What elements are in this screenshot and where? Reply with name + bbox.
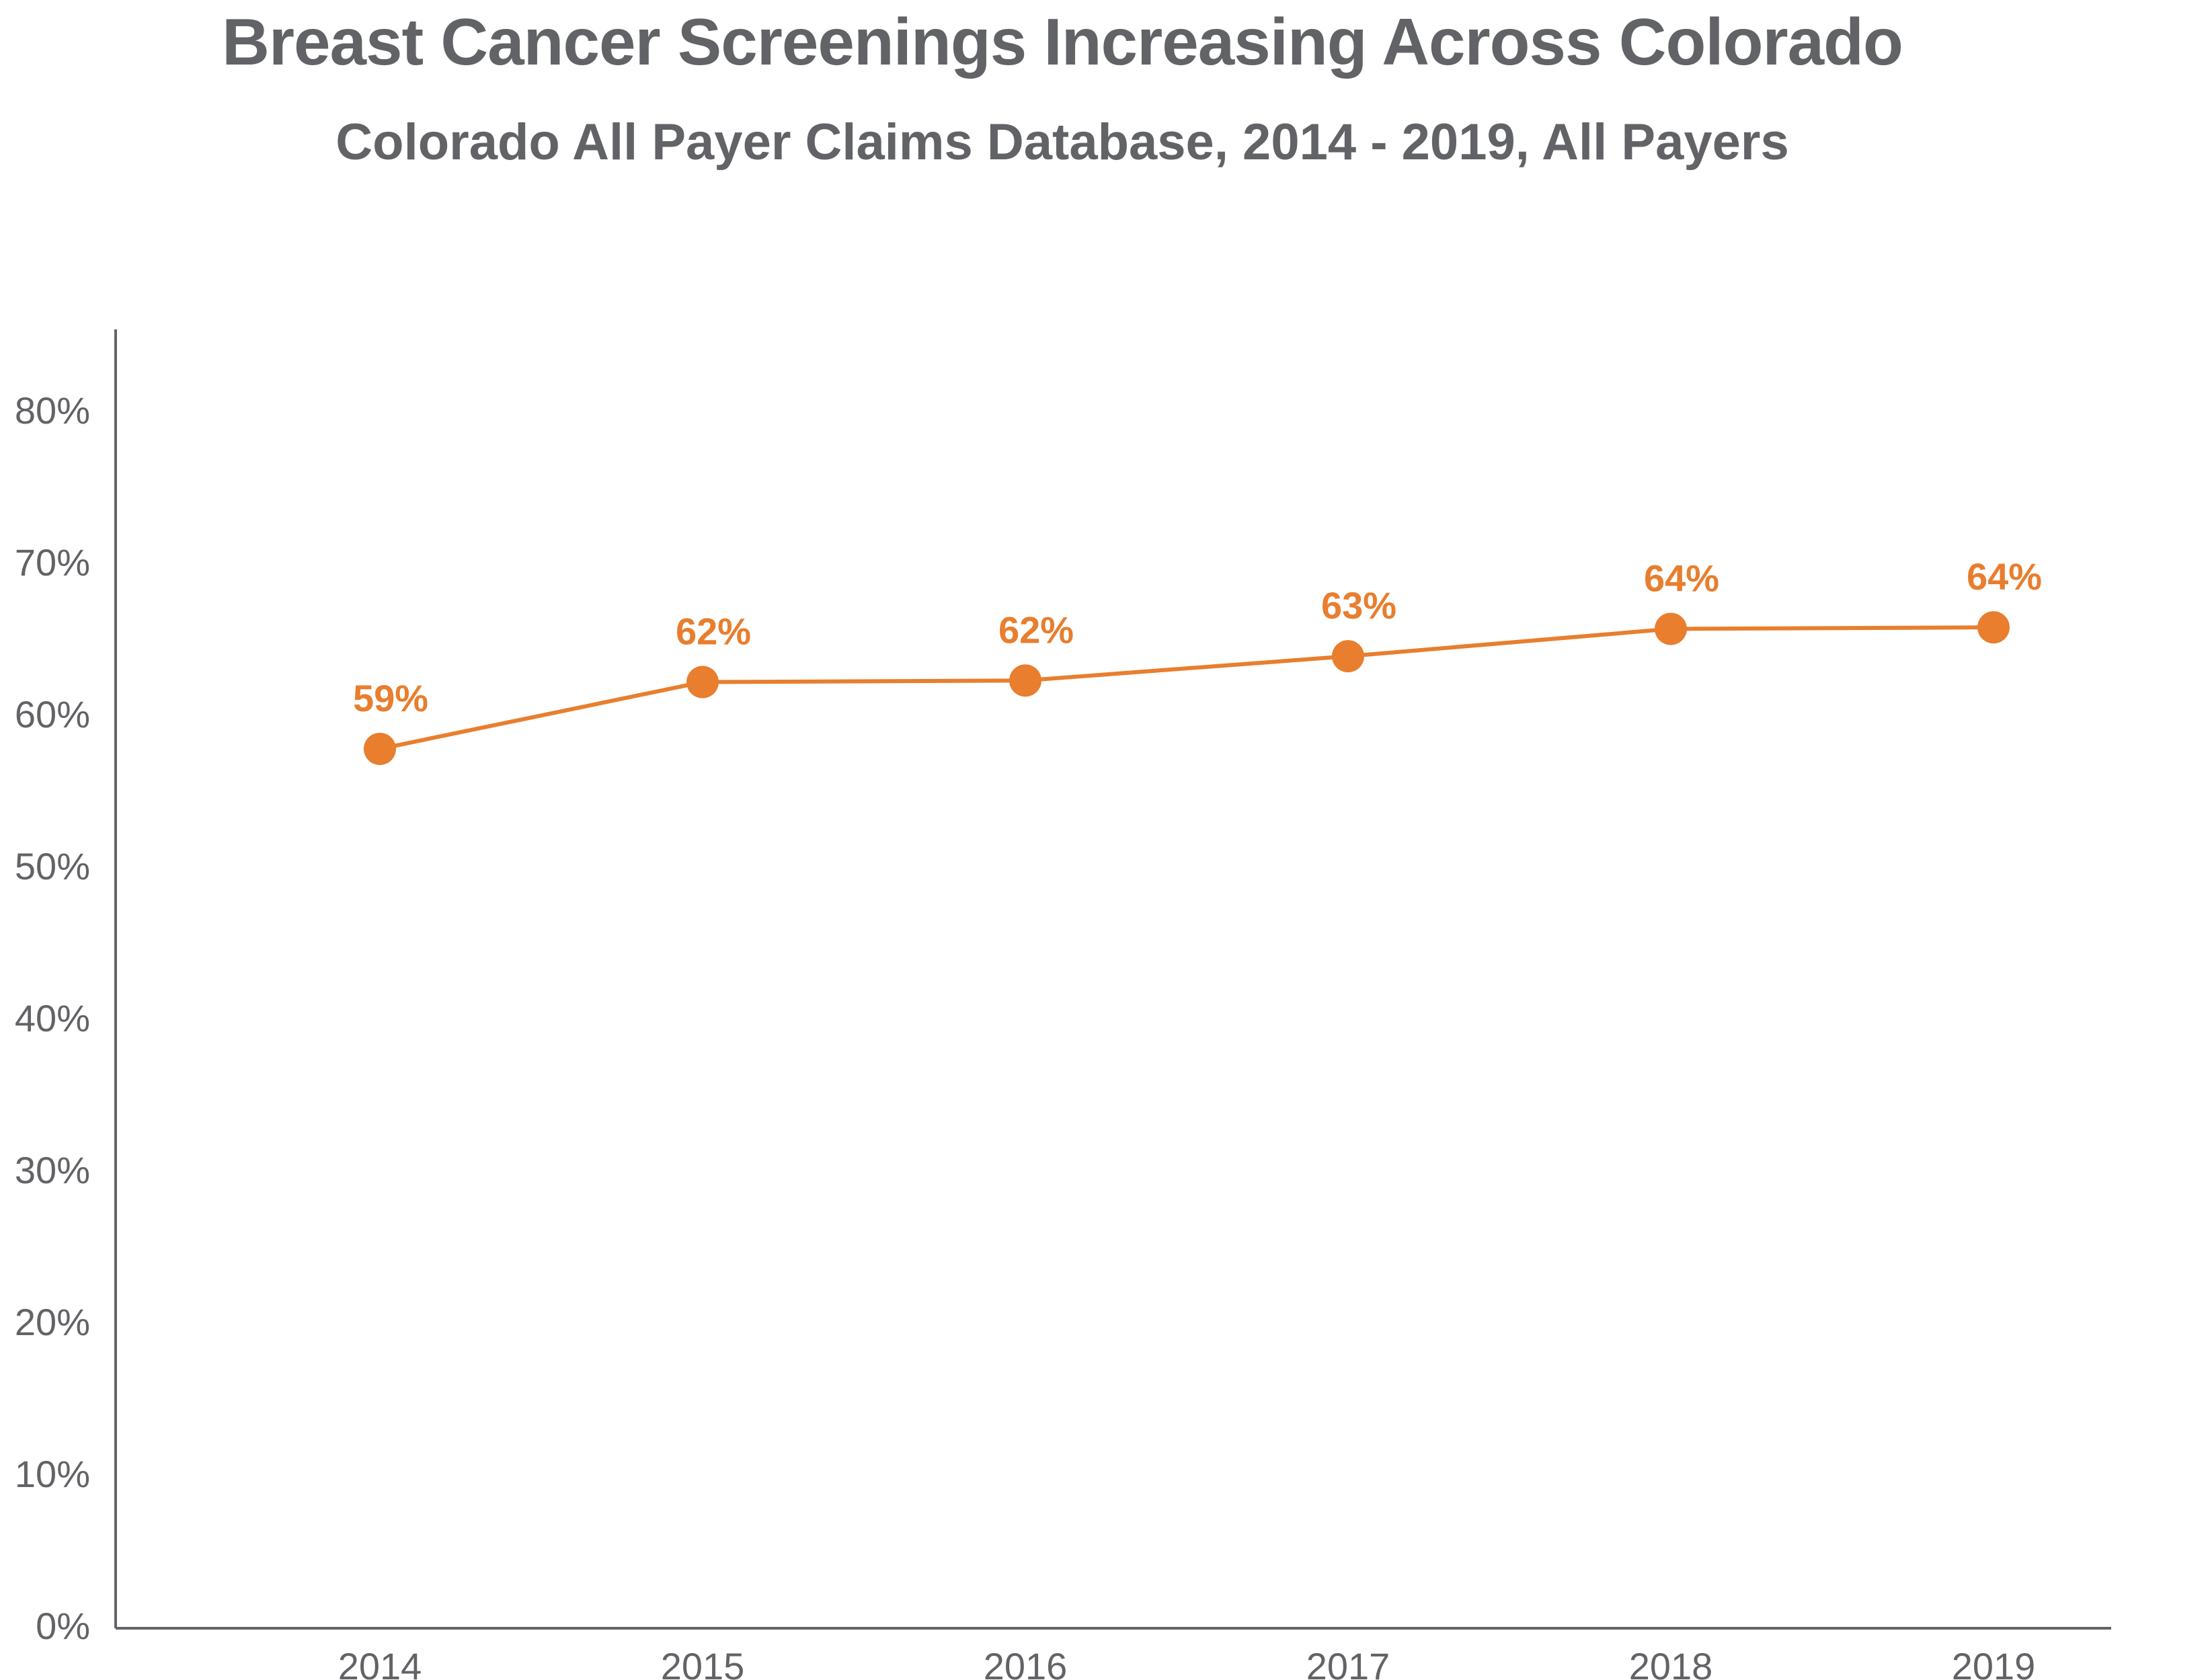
y-tick-label: 60% xyxy=(15,693,90,735)
axes xyxy=(114,329,2111,1630)
chart-subtitle: Colorado All Payer Claims Database, 2014… xyxy=(336,114,1789,171)
x-tick-label: 2019 xyxy=(1952,1645,2036,1680)
y-tick-label: 30% xyxy=(15,1149,90,1191)
y-tick-label: 80% xyxy=(15,389,90,432)
x-tick-label: 2018 xyxy=(1629,1645,1713,1680)
data-point xyxy=(1009,664,1041,697)
x-tick-label: 2015 xyxy=(661,1645,745,1680)
x-tick-label: 2016 xyxy=(984,1645,1068,1680)
y-tick-label: 0% xyxy=(36,1605,90,1647)
x-axis-ticks: 2014 2015 2016 2017 2018 2019 xyxy=(338,1645,2036,1680)
data-point xyxy=(1332,640,1364,673)
chart-title: Breast Cancer Screenings Increasing Acro… xyxy=(222,5,1903,79)
y-tick-label: 10% xyxy=(15,1453,90,1495)
y-tick-label: 70% xyxy=(15,541,90,584)
x-tick-label: 2017 xyxy=(1306,1645,1390,1680)
data-point xyxy=(686,666,719,698)
y-tick-label: 40% xyxy=(15,997,90,1039)
data-label: 64% xyxy=(1967,555,2042,598)
series-layer: 59% 62% 62% 63% 64% 64% xyxy=(353,555,2042,765)
data-point xyxy=(364,732,396,765)
y-axis-ticks: 0% 10% 20% 30% 40% 50% 60% 70% 80% xyxy=(15,389,90,1647)
data-label: 63% xyxy=(1321,584,1396,627)
series-line xyxy=(379,625,1994,751)
data-label: 62% xyxy=(676,610,751,653)
y-tick-label: 50% xyxy=(15,845,90,887)
data-point xyxy=(1655,612,1687,645)
x-tick-label: 2014 xyxy=(338,1645,422,1680)
data-point xyxy=(1977,611,2010,644)
data-label: 64% xyxy=(1644,557,1719,599)
data-label: 62% xyxy=(998,608,1074,651)
y-tick-label: 20% xyxy=(15,1301,90,1343)
data-label: 59% xyxy=(353,677,428,719)
